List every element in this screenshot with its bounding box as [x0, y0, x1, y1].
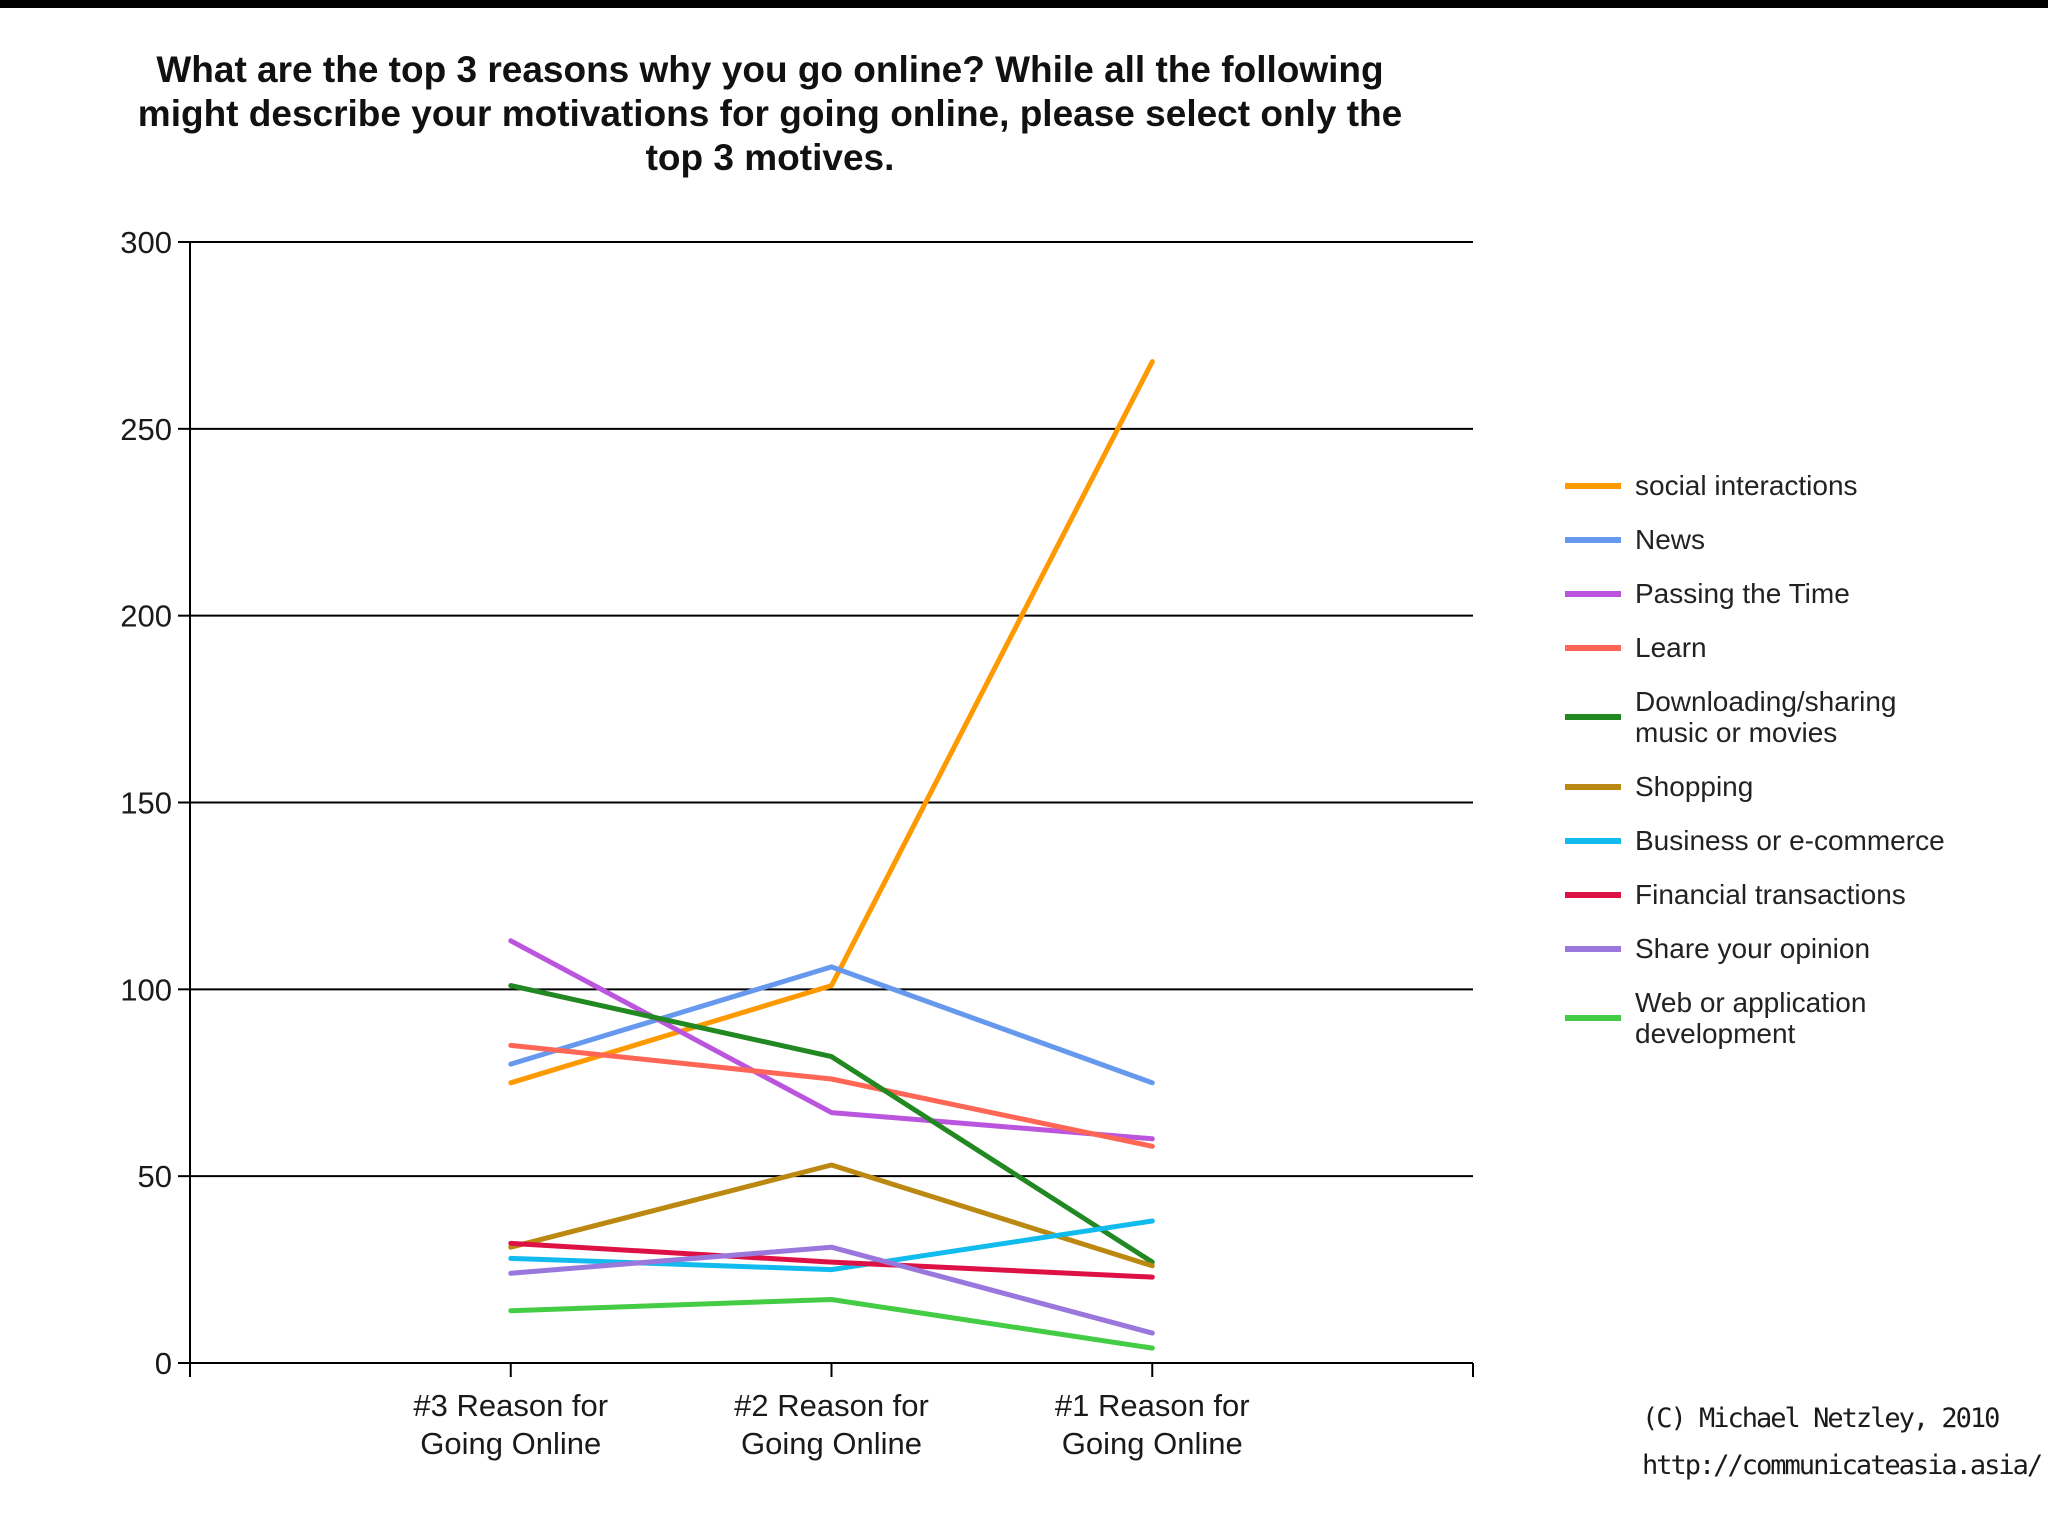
legend-label-learn: Learn: [1635, 632, 1975, 663]
series-line-learn: [508, 1042, 1155, 1149]
gridlines: [190, 241, 1473, 1178]
chart-title-line-3: top 3 motives.: [645, 137, 895, 178]
legend-label-line: Web or application: [1635, 987, 1867, 1018]
series-line-shopping: [508, 1162, 1155, 1269]
legend-label-line: Shopping: [1635, 771, 1754, 802]
x-tick-label-2-line-1: #2 Reason for: [734, 1388, 929, 1423]
legend-item-learn: Learn: [1565, 632, 1975, 663]
legend-label-line: Share your opinion: [1635, 933, 1871, 964]
legend-swatch-learn: [1565, 644, 1621, 651]
x-tick-label-3-line-1: #1 Reason for: [1055, 1388, 1250, 1423]
legend-item-financial-transactions: Financial transactions: [1565, 879, 1975, 910]
legend-label-web-or-application-development: Web or application development: [1635, 987, 1975, 1049]
legend-swatch-financial-transactions: [1565, 891, 1621, 898]
series-line-share-your-opinion: [508, 1244, 1155, 1336]
series-line-financial-transactions: [508, 1240, 1155, 1280]
legend-label-line: development: [1635, 1018, 1796, 1049]
legend-swatch-passing-the-time: [1565, 590, 1621, 597]
y-tick-label-100: 100: [120, 972, 172, 1007]
x-tick-label-1-line-1: #3 Reason for: [413, 1388, 608, 1423]
y-tick-label-50: 50: [138, 1159, 172, 1194]
series-line-passing-the-time: [508, 938, 1155, 1142]
legend-label-news: News: [1635, 524, 1975, 555]
legend-label-line: Financial transactions: [1635, 879, 1906, 910]
x-tick-label-3-line-2: Going Online: [1062, 1426, 1243, 1461]
y-tick-label-300: 300: [120, 225, 172, 260]
x-tick-label-1-line-2: Going Online: [420, 1426, 601, 1461]
chart-title: What are the top 3 reasons why you go on…: [110, 48, 1430, 180]
legend-swatch-business-or-e-commerce: [1565, 837, 1621, 844]
top-border: [0, 0, 2048, 8]
legend-label-line: News: [1635, 524, 1706, 555]
y-tick-label-200: 200: [120, 599, 172, 634]
legend-label-shopping: Shopping: [1635, 771, 1975, 802]
legend-label-line: social interactions: [1635, 470, 1858, 501]
x-tick-label-2-line-2: Going Online: [741, 1426, 922, 1461]
legend-item-social-interactions: social interactions: [1565, 470, 1975, 501]
legend-item-news: News: [1565, 524, 1975, 555]
legend-label-passing-the-time: Passing the Time: [1635, 578, 1975, 609]
credit: (C) Michael Netzley, 2010 http://communi…: [1642, 1395, 2043, 1489]
legend-label-financial-transactions: Financial transactions: [1635, 879, 1975, 910]
credit-author: (C) Michael Netzley, 2010: [1642, 1403, 2000, 1434]
legend-item-share-your-opinion: Share your opinion: [1565, 933, 1975, 964]
credit-url: http://communicateasia.asia/: [1642, 1450, 2043, 1481]
legend-label-line: Learn: [1635, 632, 1707, 663]
legend-swatch-shopping: [1565, 783, 1621, 790]
y-tick-label-0: 0: [155, 1346, 172, 1381]
legend-label-line: Downloading/sharing: [1635, 686, 1897, 717]
legend-item-business-or-e-commerce: Business or e-commerce: [1565, 825, 1975, 856]
y-tick-label-150: 150: [120, 786, 172, 821]
series-line-news: [508, 964, 1155, 1086]
legend-swatch-web-or-application-development: [1565, 1015, 1621, 1021]
legend-item-web-or-application-development: Web or application development: [1565, 987, 1975, 1049]
series-line-downloading-sharing-music-or-movies: [508, 983, 1155, 1265]
legend-swatch-share-your-opinion: [1565, 945, 1621, 952]
legend-label-social-interactions: social interactions: [1635, 470, 1975, 501]
legend-item-passing-the-time: Passing the Time: [1565, 578, 1975, 609]
legend-swatch-social-interactions: [1565, 482, 1621, 489]
legend-label-business-or-e-commerce: Business or e-commerce: [1635, 825, 1975, 856]
chart-title-line-1: What are the top 3 reasons why you go on…: [156, 49, 1384, 90]
legend-item-shopping: Shopping: [1565, 771, 1975, 802]
legend-swatch-downloading-sharing-music-or-movies: [1565, 714, 1621, 720]
legend-item-downloading-sharing-music-or-movies: Downloading/sharing music or movies: [1565, 686, 1975, 748]
legend-label-line: Passing the Time: [1635, 578, 1850, 609]
y-tick-label-250: 250: [120, 412, 172, 447]
series-line-social-interactions: [508, 359, 1155, 1086]
legend-label-downloading-sharing-music-or-movies: Downloading/sharing music or movies: [1635, 686, 1975, 748]
legend-label-line: Business or e-commerce: [1635, 825, 1945, 856]
chart-title-line-2: might describe your motivations for goin…: [137, 93, 1403, 134]
legend-swatch-news: [1565, 536, 1621, 543]
legend-label-line: music or movies: [1635, 717, 1838, 748]
series-lines: [508, 359, 1155, 1351]
series-line-web-or-application-development: [508, 1297, 1155, 1351]
legend-label-share-your-opinion: Share your opinion: [1635, 933, 1975, 964]
